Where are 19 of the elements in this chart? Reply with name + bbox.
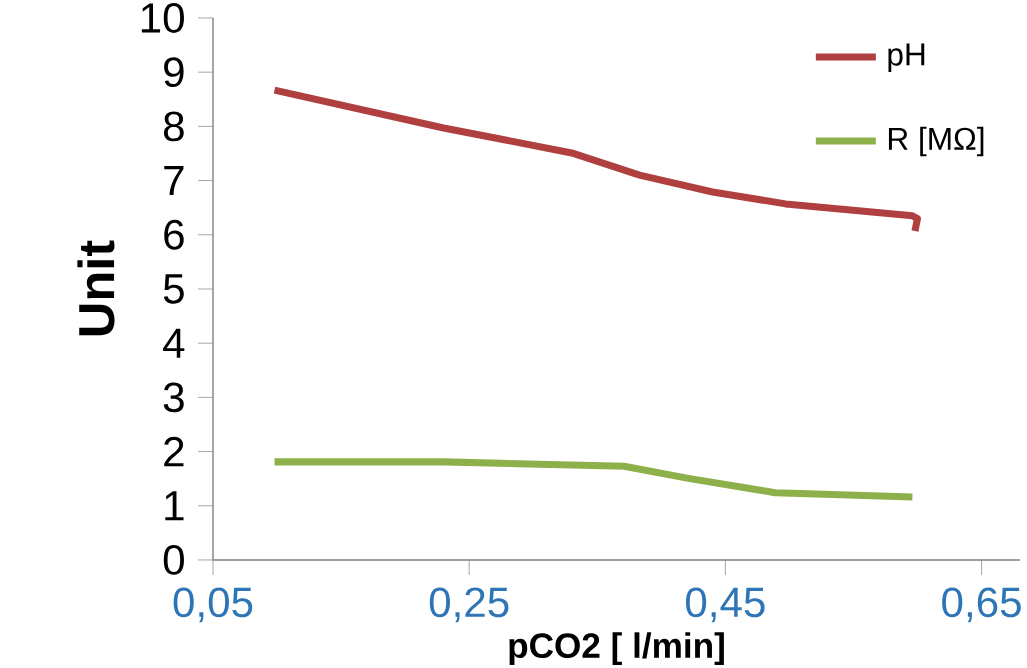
y-tick-label: 9 <box>164 57 184 88</box>
x-tick-label: 0,65 <box>942 587 1021 623</box>
y-tick-label: 6 <box>164 219 184 250</box>
x-tick-label: 0,05 <box>173 587 253 623</box>
y-tick-label: 4 <box>163 328 185 358</box>
y-tick-label: 2 <box>164 436 184 467</box>
y-tick-label: 3 <box>163 382 184 413</box>
x-axis-title: pCO2 [ l/min] <box>509 632 724 666</box>
y-tick-label: 7 <box>164 166 184 196</box>
y-tick-label: 8 <box>163 111 184 142</box>
x-tick-label: 0,25 <box>429 587 509 623</box>
legend-label: R [MΩ] <box>888 126 984 157</box>
y-tick-label: 10 <box>141 3 184 33</box>
y-tick-label: 1 <box>165 491 184 521</box>
y-tick-label: 5 <box>163 274 184 304</box>
x-tick-label: 0,45 <box>685 587 765 623</box>
legend-label: pH <box>888 43 925 72</box>
y-tick-label: 0 <box>163 545 184 575</box>
y-axis-title: Unit <box>77 240 115 336</box>
